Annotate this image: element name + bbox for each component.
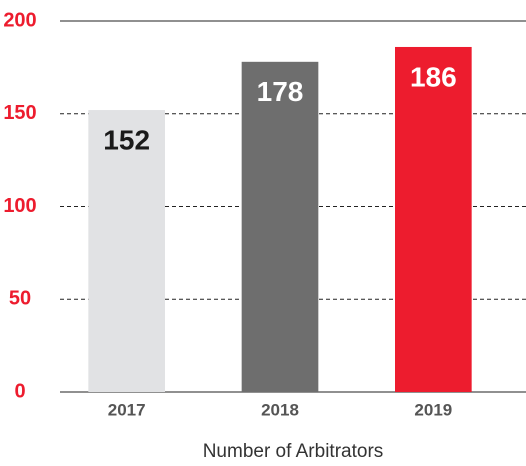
y-tick-label: 100	[3, 195, 36, 217]
value-label: 186	[410, 61, 457, 92]
x-axis-title: Number of Arbitrators	[203, 441, 384, 462]
y-tick-label: 150	[3, 102, 36, 124]
bar	[395, 46, 472, 392]
x-tick-label: 2018	[261, 400, 299, 419]
bar	[88, 110, 165, 392]
bar	[241, 61, 319, 393]
y-tick-label: 0	[14, 380, 25, 402]
value-label: 178	[257, 76, 304, 107]
value-label: 152	[103, 124, 150, 155]
x-tick-label: 2017	[108, 400, 146, 419]
x-tick-label: 2019	[414, 400, 452, 419]
y-tick-label: 50	[9, 288, 31, 310]
y-tick-label: 200	[3, 9, 36, 31]
